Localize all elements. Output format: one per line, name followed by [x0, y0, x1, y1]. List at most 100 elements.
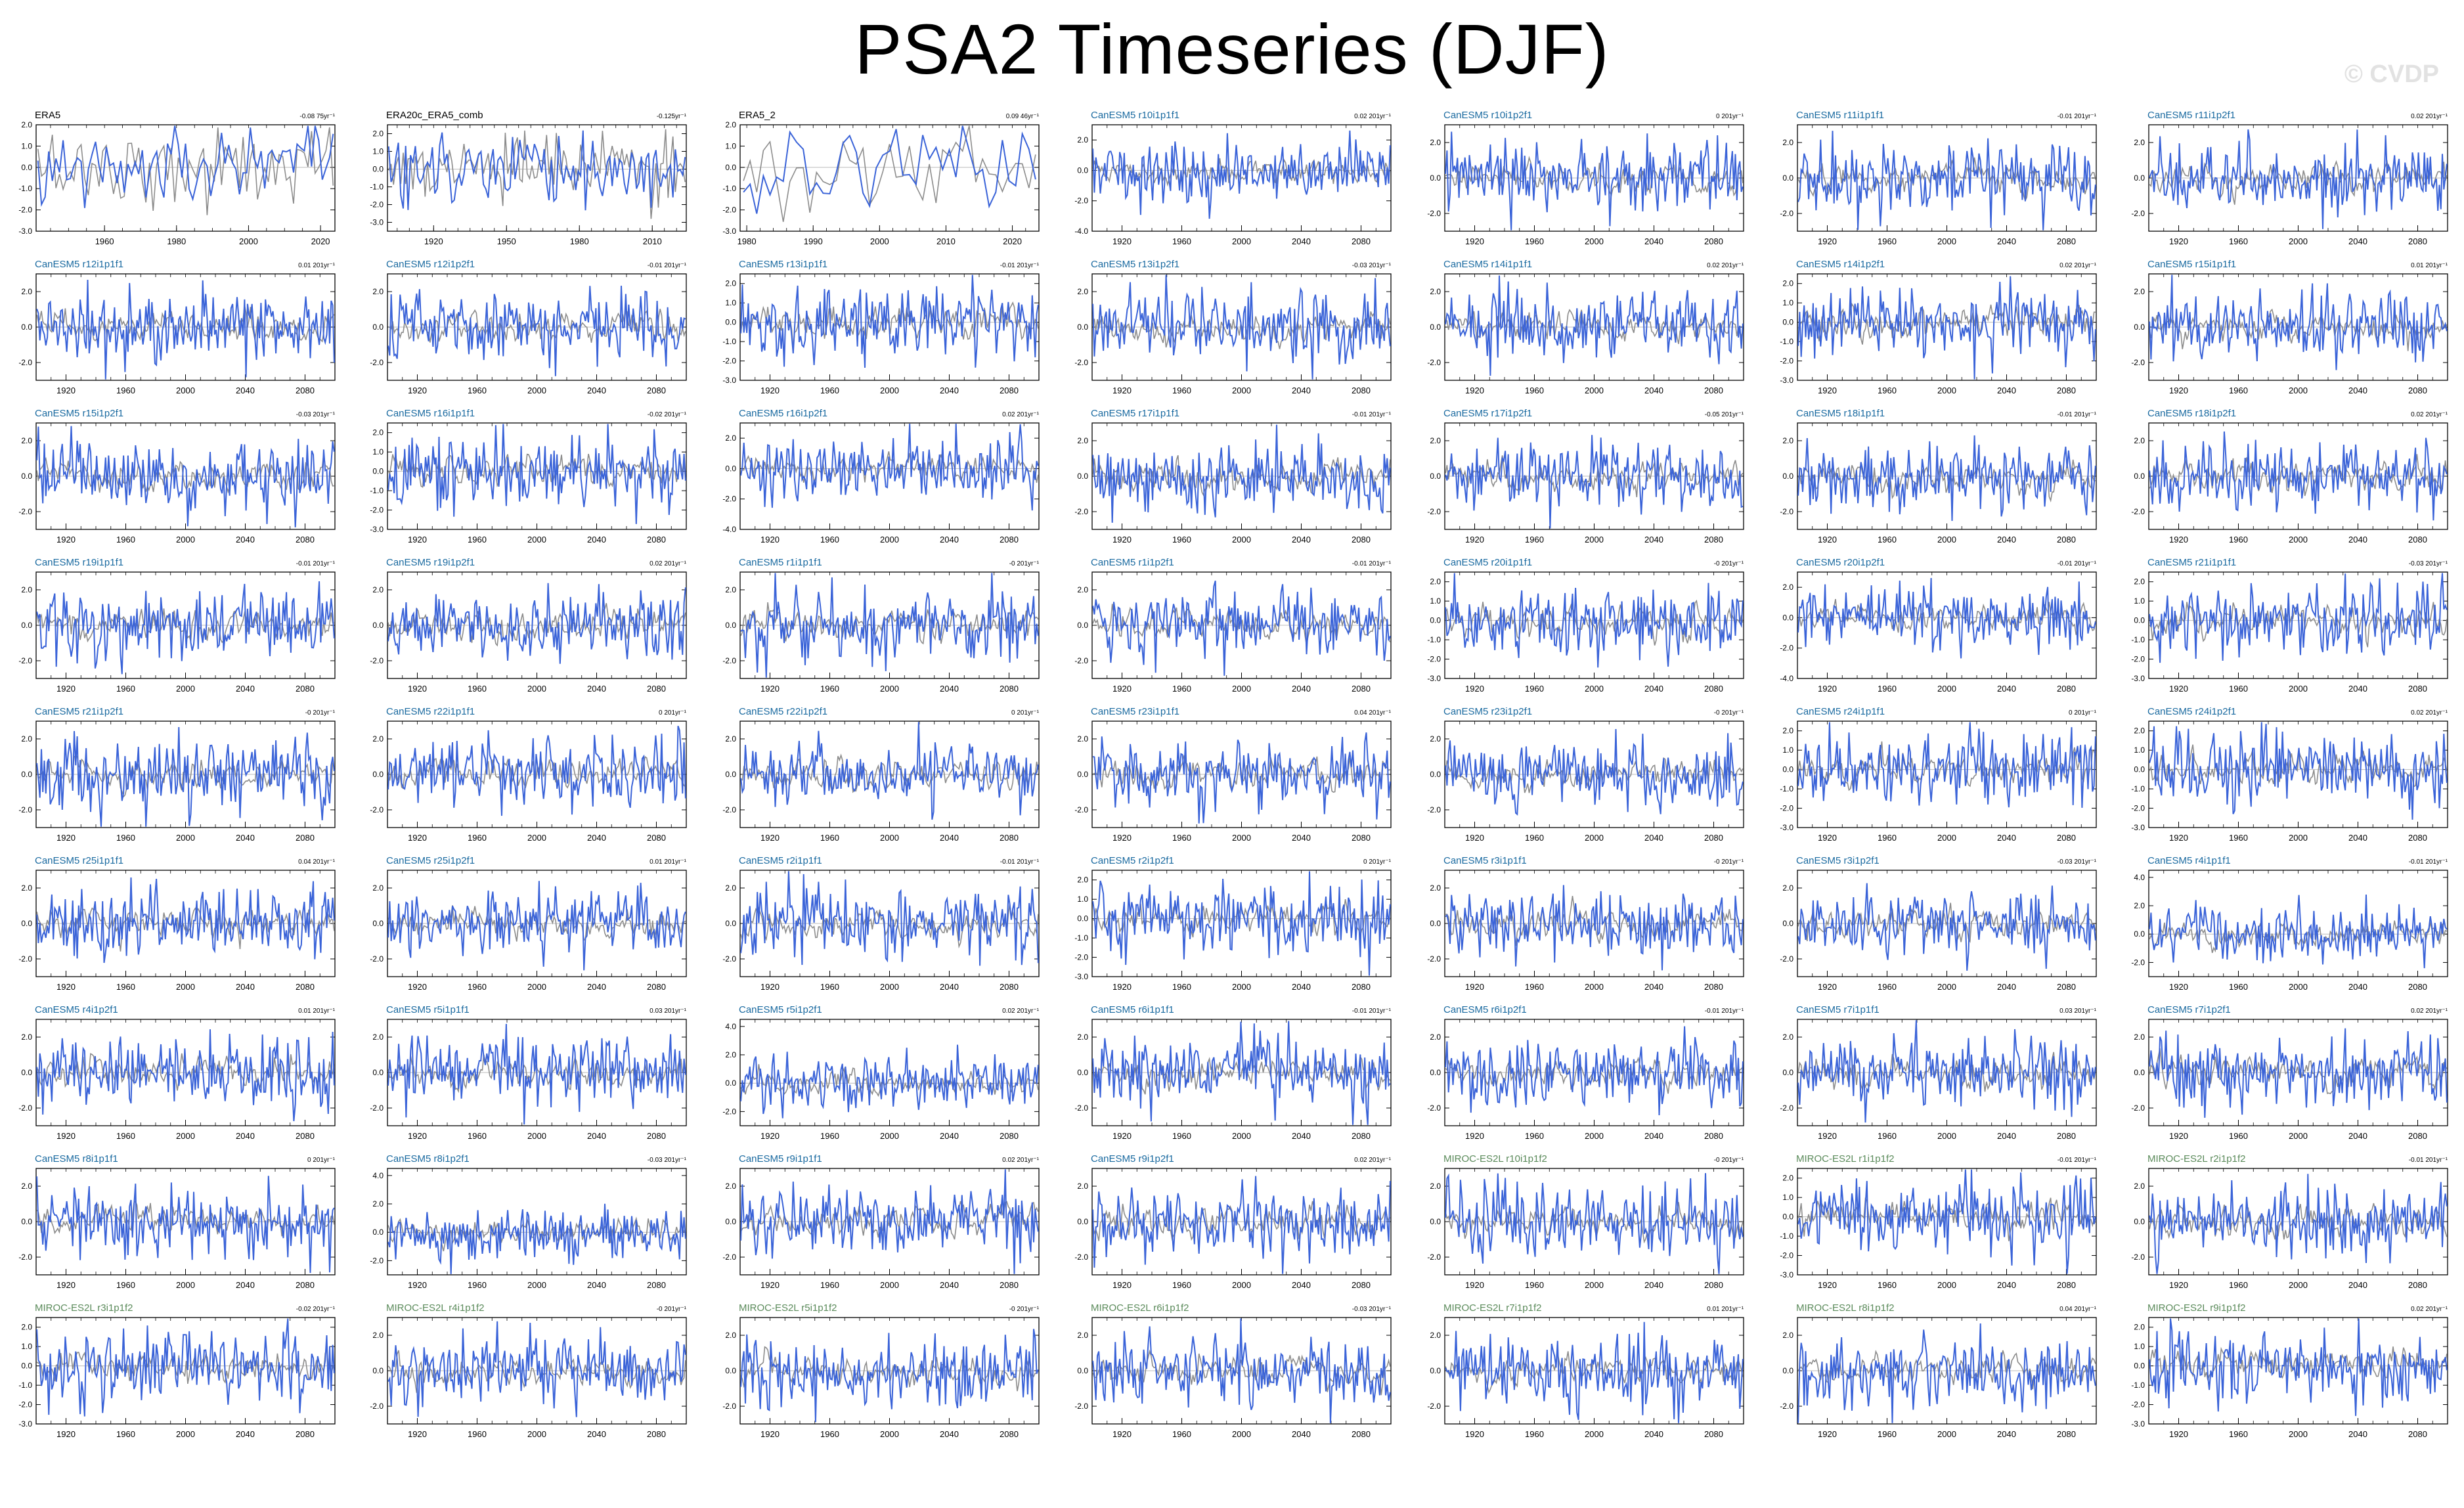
x-tick-label: 2040: [1292, 1131, 1311, 1141]
y-tick-label: 0.0: [2134, 322, 2145, 332]
x-tick-label: 2000: [2289, 386, 2308, 395]
panel-trend-label: 0.02 201yr⁻¹: [2411, 113, 2448, 120]
member-series-line: [36, 1176, 335, 1274]
panel-title: MIROC-ES2L r7i1p1f2: [1443, 1302, 1542, 1314]
x-tick-label: 1960: [2229, 1131, 2248, 1141]
x-tick-label: 2040: [1997, 1131, 2016, 1141]
x-tick-label: 1920: [760, 1429, 780, 1439]
x-tick-label: 1960: [116, 1280, 135, 1290]
y-tick-label: 0.0: [1782, 1212, 1793, 1222]
y-tick-label: -2.0: [370, 1256, 384, 1265]
x-tick-label: 2040: [940, 1280, 959, 1290]
y-tick-label: 2.0: [1430, 436, 1441, 445]
panel-title: CanESM5 r7i1p2f1: [2147, 1004, 2231, 1015]
y-tick-label: -2.0: [1074, 1402, 1088, 1411]
x-tick-label: 1920: [1818, 1280, 1837, 1290]
x-tick-label: 1920: [1818, 236, 1837, 246]
panel-title: CanESM5 r13i1p1f1: [739, 259, 827, 270]
panel-trend-label: 0.02 201yr⁻¹: [2411, 411, 2448, 418]
y-tick-label: 2.0: [725, 433, 736, 443]
panel-title: CanESM5 r20i1p2f1: [1796, 557, 1885, 568]
member-series-line: [1092, 581, 1391, 676]
y-tick-label: 0.0: [1430, 322, 1441, 332]
member-series-line: [1797, 1020, 2096, 1123]
plot-frame: [2148, 571, 2448, 679]
y-tick-label: 0.0: [1430, 616, 1441, 625]
panel-title: CanESM5 r10i1p1f1: [1091, 110, 1179, 121]
panel-title: CanESM5 r14i1p1f1: [1443, 259, 1532, 270]
x-tick-label: 1960: [95, 236, 114, 246]
x-tick-label: 1920: [1112, 1280, 1132, 1290]
y-tick-label: 2.0: [1430, 1331, 1441, 1340]
x-tick-label: 1960: [1525, 684, 1544, 694]
x-tick-label: 1980: [167, 236, 186, 246]
member-series-line: [387, 725, 686, 816]
member-series-line: [387, 285, 686, 376]
panel-43: CanESM5 r4i1p2f1 0.01 201yr⁻¹ 2.0 0.0 -2.0 19…: [18, 1004, 335, 1141]
x-tick-label: 1960: [2229, 1429, 2248, 1439]
panel-30: CanESM5 r22i1p1f1 0 201yr⁻¹ 2.0 0.0 -2.0 1920…: [370, 706, 686, 843]
member-series-line: [743, 125, 1036, 214]
y-tick-label: 0.0: [1077, 322, 1088, 332]
y-tick-label: -2.0: [370, 805, 384, 814]
member-series-line: [740, 722, 1039, 820]
x-tick-label: 1960: [1172, 386, 1191, 395]
y-tick-label: 0.0: [21, 163, 32, 172]
y-tick-label: 0.0: [372, 1366, 384, 1375]
y-tick-label: -2.0: [1427, 209, 1441, 218]
x-tick-label: 1920: [408, 535, 427, 544]
panel-11: CanESM5 r13i1p2f1 -0.03 201yr⁻¹ 2.0 0.0 -2.0…: [1074, 259, 1391, 395]
y-tick-label: -2.0: [2131, 804, 2145, 813]
x-tick-label: 1960: [1172, 1131, 1191, 1141]
y-tick-label: 2.0: [372, 734, 384, 743]
y-tick-label: -2.0: [370, 1402, 384, 1411]
y-tick-label: 0.0: [725, 1078, 736, 1088]
y-tick-label: 0.0: [1430, 472, 1441, 481]
member-series-line: [1797, 577, 2096, 659]
panel-title: CanESM5 r11i1p2f1: [2147, 110, 2235, 121]
y-tick-label: -1.0: [370, 183, 384, 192]
x-tick-label: 2000: [1937, 684, 1956, 694]
x-tick-label: 2040: [1292, 1280, 1311, 1290]
x-tick-label: 1960: [820, 982, 839, 992]
panel-title: CanESM5 r9i1p1f1: [739, 1153, 822, 1164]
y-tick-label: -2.0: [1427, 954, 1441, 964]
member-series-line: [36, 1318, 335, 1417]
x-tick-label: 2080: [647, 1280, 666, 1290]
y-tick-label: -2.0: [370, 358, 384, 367]
x-tick-label: 2080: [296, 1429, 315, 1439]
x-tick-label: 2040: [1292, 684, 1311, 694]
y-tick-label: 2.0: [21, 1323, 32, 1332]
panel-trend-label: 0.02 201yr⁻¹: [1002, 1157, 1040, 1164]
panel-trend-label: -0 201yr⁻¹: [1009, 560, 1040, 567]
y-tick-label: -1.0: [1780, 784, 1793, 793]
y-tick-label: 2.0: [1077, 1331, 1088, 1340]
x-tick-label: 1960: [2229, 982, 2248, 992]
panel-trend-label: -0 201yr⁻¹: [1714, 709, 1744, 717]
x-tick-label: 1920: [56, 684, 76, 694]
y-tick-label: 0.0: [21, 1068, 32, 1077]
reference-series-line: [1797, 741, 2096, 793]
y-tick-label: 0.0: [725, 1366, 736, 1375]
member-series-line: [740, 1169, 1039, 1274]
x-tick-label: 2080: [2057, 833, 2076, 843]
x-tick-label: 1920: [56, 982, 76, 992]
y-tick-label: 1.0: [2134, 745, 2145, 755]
x-tick-label: 2040: [587, 684, 606, 694]
x-tick-label: 1960: [1878, 1280, 1897, 1290]
x-tick-label: 1960: [2229, 236, 2248, 246]
y-tick-label: 0.0: [1782, 318, 1793, 327]
x-tick-label: 1920: [2169, 236, 2188, 246]
x-tick-label: 2000: [2289, 1429, 2308, 1439]
x-tick-label: 2040: [1997, 236, 2016, 246]
panel-title: CanESM5 r25i1p2f1: [386, 855, 475, 866]
x-tick-label: 2040: [587, 1280, 606, 1290]
x-tick-label: 1960: [1525, 1131, 1544, 1141]
x-tick-label: 2040: [2348, 1429, 2367, 1439]
y-tick-label: 2.0: [1430, 1182, 1441, 1191]
panel-46: CanESM5 r6i1p1f1 -0.01 201yr⁻¹ 2.0 0.0 -2.0 1…: [1074, 1004, 1391, 1141]
y-tick-label: -4.0: [722, 525, 736, 534]
y-tick-label: -2.0: [1780, 507, 1793, 516]
y-tick-label: 0.0: [372, 919, 384, 928]
y-tick-label: 0.0: [725, 318, 736, 327]
